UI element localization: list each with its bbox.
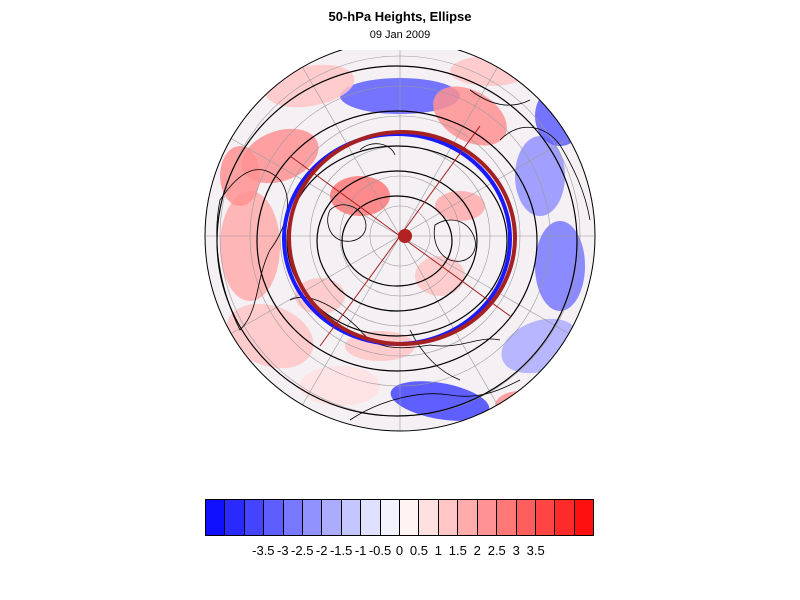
ellipse-center-marker bbox=[398, 229, 412, 243]
graticule bbox=[205, 50, 595, 431]
colorbar-tick-label: -2 bbox=[315, 543, 328, 558]
coastline bbox=[349, 379, 521, 421]
coastline bbox=[359, 143, 396, 156]
meridian-line bbox=[399, 235, 570, 334]
anomaly-patch bbox=[495, 391, 545, 421]
colorbar-swatch bbox=[341, 500, 362, 535]
anomaly-patch bbox=[425, 434, 495, 450]
anomaly-patch bbox=[220, 146, 260, 206]
coastline bbox=[289, 296, 501, 349]
colorbar-tick-label: 2 bbox=[473, 543, 481, 558]
colorbar-swatch bbox=[438, 500, 459, 535]
anomaly-patch bbox=[433, 86, 507, 146]
height-contours bbox=[216, 65, 578, 417]
colorbar-tick-label: -1.5 bbox=[329, 543, 353, 558]
map-border bbox=[204, 50, 596, 432]
map-subtitle: 09 Jan 2009 bbox=[369, 29, 431, 41]
anomaly-patch bbox=[330, 176, 390, 216]
coastline bbox=[499, 126, 591, 221]
polar-map bbox=[204, 50, 596, 450]
map-title: 50-hPa Heights, Ellipse bbox=[328, 9, 472, 24]
colorbar-tick-label: -3 bbox=[277, 543, 289, 558]
coastlines bbox=[216, 89, 591, 421]
anomaly-patch bbox=[450, 56, 530, 86]
anomaly-patch bbox=[220, 191, 280, 301]
anomaly-patch bbox=[226, 303, 314, 369]
anomaly-patch bbox=[435, 191, 485, 221]
meridian-line bbox=[230, 235, 401, 334]
colorbar-tick-label: -1 bbox=[354, 543, 367, 558]
fitted-ellipse bbox=[287, 130, 517, 346]
coastline bbox=[433, 219, 476, 262]
anomaly-patch bbox=[415, 256, 465, 296]
colorbar-swatch bbox=[283, 500, 304, 535]
colorbar-swatch bbox=[380, 500, 401, 535]
anomaly-patch bbox=[535, 221, 585, 311]
vortex-ellipse bbox=[282, 125, 517, 347]
colorbar-swatch bbox=[244, 500, 265, 535]
colorbar-swatch bbox=[516, 500, 536, 535]
colorbar bbox=[205, 499, 594, 536]
height-contour bbox=[341, 195, 453, 287]
colorbar-swatch bbox=[264, 500, 284, 535]
meridian-line bbox=[399, 66, 498, 237]
colorbar-swatch bbox=[225, 500, 245, 535]
colorbar-swatch bbox=[458, 500, 478, 535]
anomaly-patch bbox=[300, 366, 380, 406]
colorbar-tick-label: 2.5 bbox=[487, 543, 506, 558]
colorbar-swatch bbox=[361, 500, 381, 535]
meridian-line bbox=[399, 235, 498, 406]
meridian-line bbox=[302, 66, 401, 237]
coastline bbox=[469, 89, 531, 106]
colorbar-swatch bbox=[322, 500, 342, 535]
height-contour bbox=[286, 145, 508, 337]
colorbar-swatch bbox=[574, 500, 594, 535]
colorbar-swatch bbox=[303, 500, 323, 535]
coastline bbox=[216, 169, 288, 331]
meridian-line bbox=[399, 138, 570, 237]
colorbar-tick-label: 0.5 bbox=[409, 543, 428, 558]
colorbar-tick-label: 3 bbox=[512, 543, 520, 558]
colorbar-swatch bbox=[555, 500, 575, 535]
height-contour bbox=[216, 65, 578, 417]
colorbar-tick-label: -0.5 bbox=[368, 543, 392, 558]
meridian-line bbox=[230, 138, 401, 237]
anomaly-patch bbox=[515, 136, 565, 216]
meridian-line bbox=[302, 235, 401, 406]
colorbar-labels: -3.5 -3 -2.5 -2 -1.5 -1 -0.5 0 0.5 1 1.5 2 2.5 3 3.5 bbox=[0, 543, 800, 563]
colorbar-swatch bbox=[419, 500, 439, 535]
colorbar-swatch bbox=[206, 500, 226, 535]
colorbar-tick-label: 1 bbox=[434, 543, 443, 558]
colorbar-swatch bbox=[477, 500, 498, 535]
anomaly-patch bbox=[390, 381, 490, 421]
colorbar-tick-label: -3.5 bbox=[252, 543, 275, 558]
colorbar-swatch bbox=[497, 500, 517, 535]
height-contour bbox=[256, 110, 538, 372]
colorbar-swatch bbox=[535, 500, 556, 535]
colorbar-tick-label: 0 bbox=[395, 543, 404, 558]
colorbar-tick-label: 3.5 bbox=[526, 543, 545, 558]
colorbar-tick-label: -2.5 bbox=[291, 543, 314, 558]
colorbar-swatch bbox=[400, 500, 420, 535]
colorbar-tick-label: 1.5 bbox=[448, 543, 467, 558]
coastline bbox=[327, 204, 367, 242]
height-contour bbox=[316, 170, 478, 312]
